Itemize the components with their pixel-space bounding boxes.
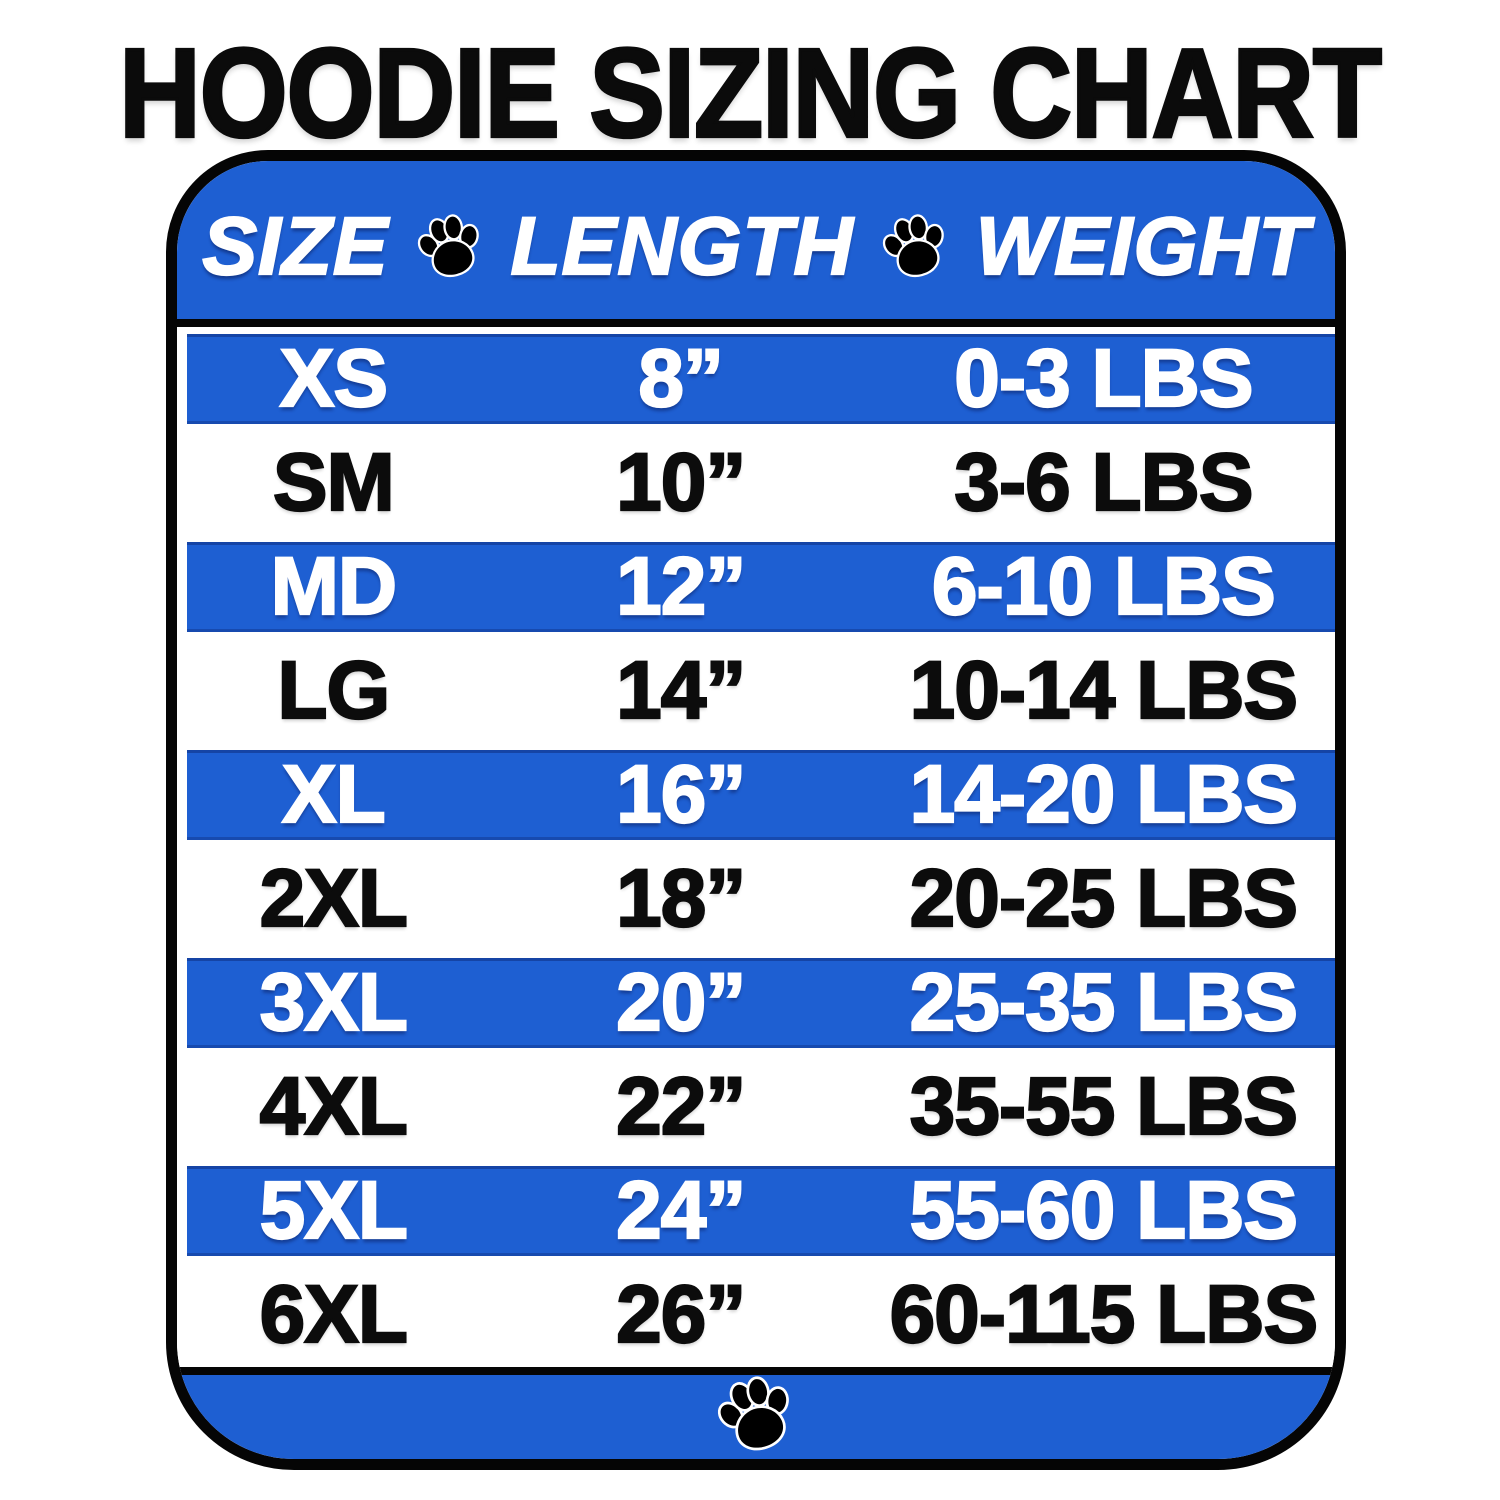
- size-table-rows: XS 8” 0-3 LBS SM 10” 3-6 LBS MD 12” 6-10 LBS LG 14…: [177, 327, 1335, 1367]
- length-cell: 24”: [615, 1165, 747, 1256]
- size-cell: SM: [272, 437, 396, 528]
- paw-icon: [408, 206, 490, 288]
- weight-cell: 6-10 LBS: [931, 541, 1277, 632]
- column-header-length: LENGTH: [509, 200, 854, 293]
- card-footer: [177, 1375, 1335, 1459]
- weight-cell: 55-60 LBS: [909, 1165, 1300, 1256]
- length-cell: 16”: [615, 749, 747, 840]
- table-header-row: SIZE LENGTH WEIGHT: [177, 161, 1335, 319]
- size-cell: 4XL: [259, 1061, 410, 1152]
- paw-icon: [873, 206, 955, 288]
- table-row: XS 8” 0-3 LBS: [177, 327, 1335, 431]
- weight-cell: 25-35 LBS: [909, 957, 1300, 1048]
- weight-cell: 60-115 LBS: [888, 1269, 1319, 1360]
- size-cell: LG: [276, 645, 391, 736]
- length-cell: 18”: [615, 853, 747, 944]
- length-cell: 14”: [615, 645, 747, 736]
- table-row: 4XL 22” 35-55 LBS: [177, 1055, 1335, 1159]
- column-header-size: SIZE: [201, 200, 389, 293]
- column-header-weight: WEIGHT: [975, 200, 1310, 293]
- weight-cell: 10-14 LBS: [909, 645, 1300, 736]
- table-row: 2XL 18” 20-25 LBS: [177, 847, 1335, 951]
- table-row: MD 12” 6-10 LBS: [177, 535, 1335, 639]
- length-cell: 20”: [615, 957, 747, 1048]
- size-cell: 6XL: [259, 1269, 410, 1360]
- size-cell: XL: [281, 749, 387, 840]
- weight-cell: 0-3 LBS: [953, 333, 1255, 424]
- table-row: 5XL 24” 55-60 LBS: [177, 1159, 1335, 1263]
- size-cell: XS: [279, 333, 390, 424]
- weight-cell: 14-20 LBS: [909, 749, 1300, 840]
- length-cell: 22”: [615, 1061, 747, 1152]
- length-cell: 12”: [615, 541, 747, 632]
- table-row: SM 10” 3-6 LBS: [177, 431, 1335, 535]
- weight-cell: 35-55 LBS: [909, 1061, 1300, 1152]
- weight-cell: 3-6 LBS: [953, 437, 1255, 528]
- table-row: 6XL 26” 60-115 LBS: [177, 1263, 1335, 1367]
- header-divider-line: [177, 319, 1335, 327]
- size-cell: MD: [269, 541, 398, 632]
- table-row: LG 14” 10-14 LBS: [177, 639, 1335, 743]
- footer-divider-line: [177, 1367, 1335, 1375]
- size-cell: 3XL: [259, 957, 410, 1048]
- table-row: 3XL 20” 25-35 LBS: [177, 951, 1335, 1055]
- weight-cell: 20-25 LBS: [909, 853, 1300, 944]
- length-cell: 26”: [615, 1269, 747, 1360]
- page-title: HOODIE SIZING CHART: [118, 21, 1384, 165]
- table-row: XL 16” 14-20 LBS: [177, 743, 1335, 847]
- length-cell: 8”: [637, 333, 725, 424]
- paw-icon: [706, 1365, 807, 1466]
- size-cell: 2XL: [259, 853, 410, 944]
- length-cell: 10”: [615, 437, 747, 528]
- sizing-chart-card: SIZE LENGTH WEIGHT XS 8” 0-3 LBS SM 10” 3-6 L…: [166, 150, 1346, 1470]
- size-cell: 5XL: [259, 1165, 410, 1256]
